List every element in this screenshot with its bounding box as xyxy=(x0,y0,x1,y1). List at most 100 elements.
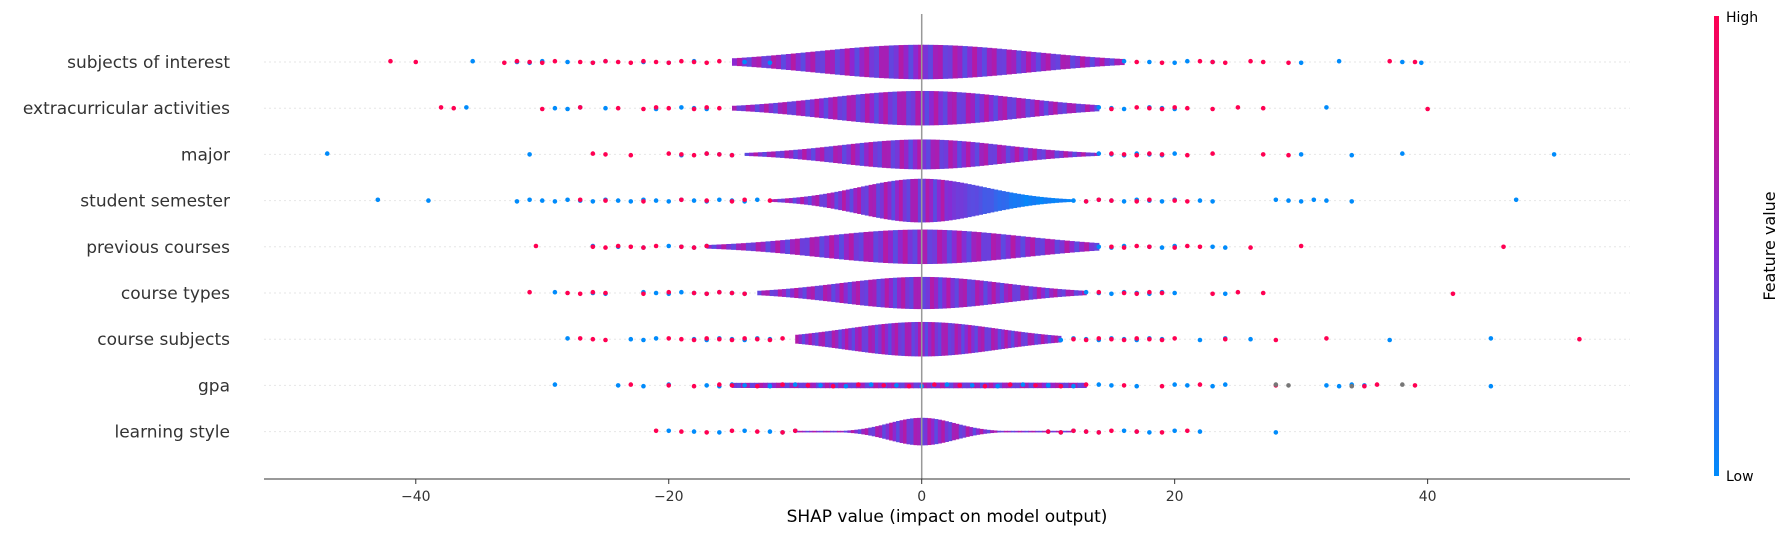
high-value-point xyxy=(1172,245,1177,250)
violin-strip xyxy=(1001,191,1006,211)
violin-strip xyxy=(1021,50,1027,74)
violin-strip xyxy=(839,48,846,76)
violin-strip xyxy=(781,198,786,203)
high-value-point xyxy=(1134,429,1140,434)
high-value-point xyxy=(641,199,646,204)
violin-strip xyxy=(941,229,948,264)
violin-strip xyxy=(979,280,984,306)
violin-strip xyxy=(785,239,791,254)
violin-strip xyxy=(887,181,892,220)
violin-strip xyxy=(851,281,857,305)
violin-strip xyxy=(873,141,879,168)
violin-strip xyxy=(844,48,851,76)
high-value-point xyxy=(1197,58,1203,64)
violin-strip xyxy=(966,279,972,307)
violin-strip xyxy=(820,382,826,389)
high-value-point xyxy=(742,336,747,341)
violin-strip xyxy=(1034,333,1039,345)
violin-strip xyxy=(988,382,994,389)
x-tick-label: 0 xyxy=(917,489,926,505)
violin-strip xyxy=(1001,329,1005,349)
feature-label: major xyxy=(181,145,230,165)
low-value-point xyxy=(1147,59,1152,65)
violin-strip xyxy=(974,93,981,123)
low-value-point xyxy=(653,198,659,203)
high-value-point xyxy=(1222,336,1228,342)
violin-strip xyxy=(961,141,967,168)
violin-strip xyxy=(1002,382,1008,389)
violin-strip xyxy=(1027,148,1033,161)
violin-strip xyxy=(896,421,901,443)
high-value-point xyxy=(615,59,621,65)
violin-strip xyxy=(855,143,861,166)
violin-strip xyxy=(765,290,771,296)
violin-strip xyxy=(965,141,971,168)
low-value-point xyxy=(1513,197,1519,203)
violin-strip xyxy=(1068,382,1074,389)
violin-strip xyxy=(790,288,795,298)
violin-strip xyxy=(887,91,894,125)
violin-strip xyxy=(934,419,939,445)
high-value-point xyxy=(729,290,735,296)
violin-strip xyxy=(897,277,902,309)
violin-strip xyxy=(955,423,960,440)
violin-strip xyxy=(1003,283,1009,303)
high-value-point xyxy=(1210,291,1215,297)
violin-strip xyxy=(947,323,952,356)
high-value-point xyxy=(1147,197,1152,203)
violin-strip xyxy=(878,382,884,389)
violin-strip xyxy=(888,277,894,308)
violin-strip xyxy=(962,46,968,78)
violin-strip xyxy=(731,382,738,388)
low-value-point xyxy=(641,383,646,389)
violin-strip xyxy=(736,382,742,388)
violin-strip xyxy=(965,426,970,437)
violin-strip xyxy=(775,151,781,158)
violin-strip xyxy=(948,382,954,389)
violin-strip xyxy=(908,44,914,80)
violin-strip xyxy=(984,327,989,352)
high-value-point xyxy=(577,59,583,65)
violin-strip xyxy=(736,243,742,251)
violin-strip xyxy=(898,179,904,222)
violin-strip xyxy=(913,382,919,389)
violin-strip xyxy=(868,279,873,307)
high-value-point xyxy=(1134,152,1140,158)
violin-strip xyxy=(1028,286,1034,300)
violin-strip xyxy=(954,278,960,308)
violin-strip xyxy=(1010,146,1016,163)
violin-strip xyxy=(910,91,916,126)
violin-strip xyxy=(897,91,903,125)
violin-strip xyxy=(826,430,831,433)
high-value-point xyxy=(603,290,608,296)
high-value-point xyxy=(603,245,608,250)
violin-strip xyxy=(776,54,782,70)
violin-strip xyxy=(750,104,756,112)
violin-strip xyxy=(814,285,820,301)
violin-strip xyxy=(825,50,831,74)
violin-strip xyxy=(770,240,776,253)
violin-strip xyxy=(916,417,922,446)
violin-strip xyxy=(771,382,777,389)
violin-strip xyxy=(1005,234,1012,259)
violin-strip xyxy=(1060,54,1066,70)
low-value-point xyxy=(1298,199,1304,204)
violin-strip xyxy=(1039,196,1044,205)
violin-strip xyxy=(792,197,798,204)
low-value-point xyxy=(792,382,798,387)
violin-strip xyxy=(869,93,875,124)
high-value-point xyxy=(729,152,735,158)
feature-rows: subjects of interest extracurricular acti… xyxy=(23,44,1630,446)
violin-strip xyxy=(821,331,826,347)
violin-strip xyxy=(944,180,949,221)
violin-strip xyxy=(1079,56,1086,68)
high-value-point xyxy=(679,58,684,64)
violin-strip xyxy=(815,147,821,162)
violin-strip xyxy=(721,244,727,250)
violin-strip xyxy=(847,282,853,304)
violin-strip xyxy=(864,185,870,216)
violin-strip xyxy=(944,421,949,442)
violin-strip xyxy=(962,425,967,438)
violin-strip xyxy=(888,230,894,264)
violin-strip xyxy=(1014,146,1020,163)
